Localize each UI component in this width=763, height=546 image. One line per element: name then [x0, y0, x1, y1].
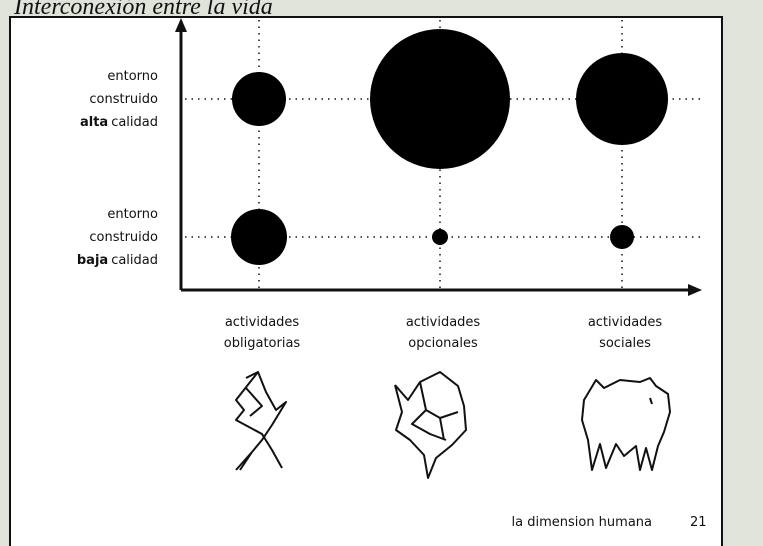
- column-label: opcionales: [408, 336, 478, 351]
- bubble: [370, 29, 510, 169]
- row-label: construido: [89, 230, 158, 245]
- bubble: [231, 209, 287, 265]
- row-label-rest: calidad: [111, 115, 158, 130]
- column-label: actividades: [225, 315, 300, 330]
- column-label: obligatorias: [224, 336, 301, 351]
- row-label: entorno: [107, 207, 158, 222]
- header-title: Interconexión entre la vida: [13, 0, 273, 20]
- column-label: sociales: [599, 336, 651, 351]
- row-labels: entorno construido alta calidad entorno c…: [77, 69, 158, 268]
- row-label: entorno: [107, 69, 158, 84]
- sketch-figure: [394, 371, 467, 479]
- bubble: [432, 229, 448, 245]
- footer-page: 21: [690, 515, 707, 530]
- row-label: alta calidad: [80, 115, 158, 130]
- column-label: actividades: [588, 315, 663, 330]
- row-label-bold: alta: [80, 115, 108, 130]
- row-label-rest: calidad: [111, 253, 158, 268]
- y-arrow: [175, 18, 187, 32]
- sketches: [235, 371, 671, 479]
- bubble: [610, 225, 634, 249]
- column-label: actividades: [406, 315, 481, 330]
- row-label-bold: baja: [77, 253, 108, 268]
- bubble: [232, 72, 286, 126]
- row-label: construido: [89, 92, 158, 107]
- sketch-figure: [235, 371, 287, 471]
- axes: [175, 18, 702, 296]
- footer-book: la dimension humana: [512, 515, 653, 530]
- row-label: baja calidad: [77, 253, 158, 268]
- x-arrow: [688, 284, 702, 296]
- bubble: [576, 53, 668, 145]
- sketch-figure: [581, 377, 671, 471]
- bubbles: [231, 29, 668, 265]
- column-labels: actividades obligatorias actividades opc…: [224, 315, 663, 351]
